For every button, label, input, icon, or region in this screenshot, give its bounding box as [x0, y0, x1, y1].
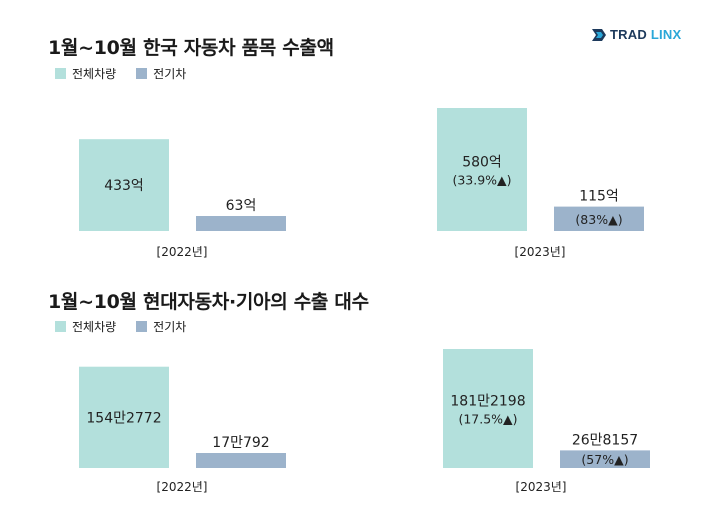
- category-label: [2023년]: [515, 245, 566, 259]
- chart-1-title: 1월~10월 한국 자동차 품목 수출액: [48, 37, 334, 59]
- chart-1-plot: 433억 63억 [2022년] 580억 (33.9%▲) 115억 (83%▲) [202…: [79, 108, 644, 259]
- data-sublabel-ev: (83%▲): [575, 212, 622, 227]
- data-sublabel-total: (33.9%▲): [452, 173, 511, 188]
- category-label: [2022년]: [157, 480, 208, 494]
- data-label-total: 433억: [104, 178, 144, 194]
- bar-total: [79, 366, 169, 468]
- data-label-ev: 115억: [579, 189, 619, 205]
- data-label-total: 154만2772: [86, 410, 161, 426]
- chart-2-title: 1월~10월 현대자동차·기아의 수출 대수: [48, 291, 369, 313]
- data-label-total: 181만2198: [450, 394, 525, 410]
- chart-1-legend: 전체차량 전기차: [55, 65, 200, 82]
- legend-swatch-total: [55, 68, 66, 79]
- tradlinx-logo-icon: [592, 28, 606, 41]
- chart-2-plot: 154만2772 17만792 [2022년] 181만2198 (17.5%▲) 26만…: [79, 349, 650, 494]
- legend-swatch-ev: [136, 321, 148, 332]
- bar-ev: [196, 216, 286, 231]
- bar-ev: [196, 453, 286, 468]
- legend-label-ev: 전기차: [153, 320, 187, 334]
- category-label: [2023년]: [516, 480, 567, 494]
- legend-swatch-ev: [136, 68, 148, 79]
- legend-swatch-total: [55, 321, 66, 332]
- legend-label-total: 전체차량: [72, 67, 117, 81]
- bar-total: [79, 139, 169, 231]
- logo-text-trad: TRAD: [610, 27, 647, 42]
- logo-text-linx: LINX: [650, 27, 682, 42]
- data-sublabel-total: (17.5%▲): [458, 412, 517, 427]
- bar-ev: [554, 206, 644, 231]
- legend-label-total: 전체차량: [72, 320, 117, 334]
- bar-total: [443, 349, 533, 468]
- tradlinx-logo: TRAD LINX: [592, 27, 681, 42]
- bar-total: [437, 108, 527, 231]
- data-label-ev: 63억: [226, 198, 257, 214]
- category-label: [2022년]: [157, 245, 208, 259]
- data-label-total: 580억: [462, 155, 502, 171]
- legend-item-ev: 전기차: [136, 318, 186, 335]
- data-sublabel-ev: (57%▲): [581, 452, 628, 467]
- legend-item-ev: 전기차: [136, 65, 186, 82]
- legend-item-total: 전체차량: [55, 318, 116, 335]
- legend-item-total: 전체차량: [55, 65, 116, 82]
- data-label-ev: 26만8157: [572, 432, 638, 448]
- chart-2-legend: 전체차량 전기차: [55, 318, 200, 335]
- data-label-ev: 17만792: [212, 435, 269, 451]
- legend-label-ev: 전기차: [153, 67, 187, 81]
- bar-ev: [560, 450, 650, 468]
